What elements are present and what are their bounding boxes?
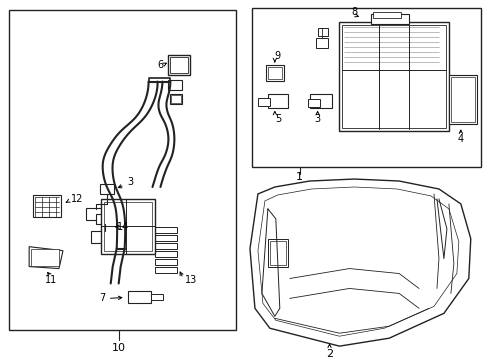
Text: 7: 7: [99, 293, 105, 303]
Bar: [155, 251, 177, 257]
Text: 9: 9: [274, 51, 280, 61]
Bar: [151, 294, 163, 300]
Bar: [168, 80, 182, 90]
Bar: [342, 25, 445, 128]
Bar: [257, 99, 269, 107]
Bar: [315, 38, 327, 48]
Bar: [267, 67, 281, 78]
Bar: [155, 243, 177, 249]
Bar: [101, 199, 155, 254]
Bar: [170, 94, 182, 104]
Bar: [269, 241, 285, 265]
Bar: [9, 10, 236, 330]
Bar: [339, 22, 448, 131]
Bar: [450, 77, 474, 122]
Text: 14: 14: [116, 222, 128, 232]
Bar: [267, 94, 287, 108]
Bar: [31, 249, 59, 266]
Bar: [372, 12, 400, 18]
Bar: [155, 266, 177, 273]
Text: 8: 8: [351, 7, 357, 17]
Bar: [100, 184, 114, 194]
Bar: [33, 195, 61, 217]
Bar: [155, 235, 177, 241]
Bar: [265, 65, 283, 81]
Bar: [170, 57, 188, 73]
Bar: [86, 208, 105, 220]
Bar: [370, 14, 408, 24]
Text: 12: 12: [71, 194, 83, 204]
Bar: [307, 99, 319, 107]
Bar: [251, 8, 480, 167]
Text: 10: 10: [111, 343, 125, 353]
Text: 3: 3: [127, 177, 133, 187]
Text: 1: 1: [296, 172, 303, 182]
Bar: [448, 75, 476, 124]
Text: 6: 6: [157, 60, 163, 69]
Bar: [317, 28, 327, 36]
Bar: [91, 231, 115, 243]
Bar: [168, 55, 190, 75]
Text: 5: 5: [274, 114, 281, 124]
Text: 2: 2: [325, 349, 332, 359]
Text: 4: 4: [457, 134, 463, 144]
Text: 11: 11: [45, 275, 57, 285]
Bar: [96, 214, 114, 224]
Bar: [155, 258, 177, 265]
Text: 13: 13: [185, 275, 197, 285]
Bar: [155, 227, 177, 233]
Text: 3: 3: [314, 114, 320, 124]
Bar: [309, 94, 331, 108]
Bar: [171, 95, 181, 103]
Bar: [103, 202, 152, 251]
Bar: [267, 239, 287, 266]
Bar: [127, 292, 151, 303]
